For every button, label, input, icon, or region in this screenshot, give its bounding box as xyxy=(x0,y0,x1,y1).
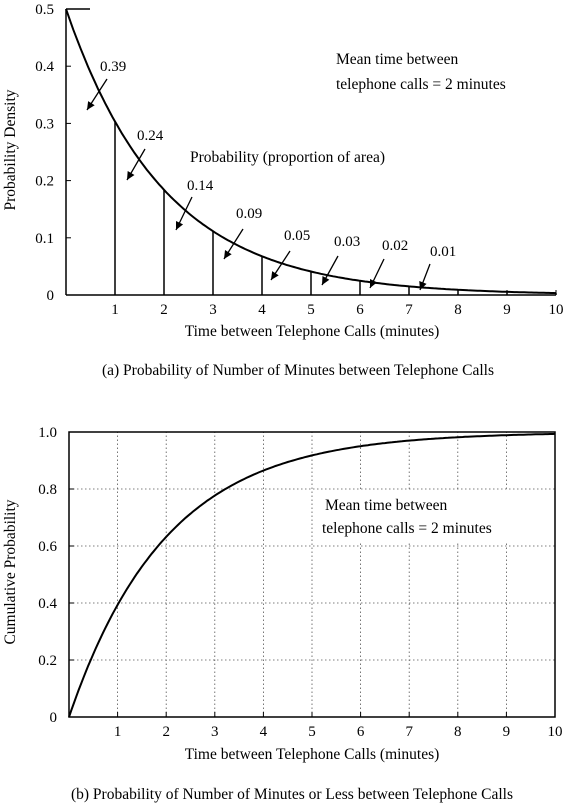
cumulative-curve xyxy=(68,432,556,718)
arrow-head xyxy=(176,221,184,230)
density-y-tick-label: 0 xyxy=(47,288,55,304)
arrow-head xyxy=(369,279,378,288)
density-x-tick-label: 8 xyxy=(454,302,462,318)
cumulative-y-axis-label: Cumulative Probability xyxy=(2,499,19,644)
density-y-tick-label: 0.2 xyxy=(35,174,54,190)
cumulative-x-tick-label: 3 xyxy=(211,724,219,740)
cumulative-plot-frame xyxy=(68,431,556,718)
density-mean-note-line1: Mean time between xyxy=(336,51,458,68)
density-curve xyxy=(65,8,557,295)
density-x-tick-label: 4 xyxy=(258,302,266,318)
arrow-head xyxy=(224,250,232,259)
cumulative-x-tick-label: 4 xyxy=(260,724,268,740)
cumulative-axes xyxy=(68,431,556,718)
cumulative-note-background xyxy=(318,490,540,542)
cumulative-y-tick-label: 0.8 xyxy=(38,482,57,498)
interval-probability-label: 0.01 xyxy=(430,244,456,260)
cumulative-chart: 1 2 3 4 5 6 7 8 9 10 0 0.2 0.4 0.6 0.8 1.0 Mean time be… xyxy=(2,425,563,803)
interval-probability-labels: 0.39 0.24 0.14 0.09 0.05 0.03 0.02 0.01 xyxy=(86,59,456,291)
density-y-tick-label: 0.5 xyxy=(35,2,54,18)
cumulative-y-tick-label: 0.4 xyxy=(38,596,57,612)
interval-probability-label: 0.09 xyxy=(236,206,262,222)
density-x-tick-label: 9 xyxy=(503,302,511,318)
interval-probability-label: 0.03 xyxy=(334,234,360,250)
cumulative-x-axis-label: Time between Telephone Calls (minutes) xyxy=(185,746,440,763)
cumulative-grid xyxy=(69,432,555,717)
density-chart: 1 2 3 4 5 6 7 8 9 10 0 0.1 0.2 0.3 0.4 0.5 0.39 0.24 0.14… xyxy=(2,2,564,379)
cumulative-x-tick-label: 1 xyxy=(114,724,122,740)
density-x-axis-label: Time between Telephone Calls (minutes) xyxy=(185,323,440,340)
density-y-axis-label: Probability Density xyxy=(2,89,19,210)
cumulative-y-tick-label: 1.0 xyxy=(38,425,57,441)
interval-probability-label: 0.02 xyxy=(382,238,408,254)
cumulative-x-tick-label: 5 xyxy=(308,724,316,740)
density-x-tick-label: 10 xyxy=(549,302,564,318)
arrow-head xyxy=(419,281,427,290)
density-caption: (a) Probability of Number of Minutes bet… xyxy=(102,362,494,379)
interval-probability-label: 0.14 xyxy=(187,178,214,194)
cumulative-x-tick-label: 8 xyxy=(454,724,462,740)
cumulative-x-tick-label: 9 xyxy=(503,724,511,740)
cumulative-y-tick-label: 0 xyxy=(50,710,58,726)
density-y-tick-label: 0.1 xyxy=(35,231,54,247)
interval-probability-label: 0.39 xyxy=(100,59,126,75)
density-x-tick-label: 7 xyxy=(405,302,413,318)
density-x-tick-label: 1 xyxy=(111,302,119,318)
cumulative-x-tick-label: 10 xyxy=(548,724,563,740)
cumulative-caption: (b) Probability of Number of Minutes or … xyxy=(71,786,513,803)
density-x-tick-label: 3 xyxy=(209,302,217,318)
density-y-tick-label: 0.4 xyxy=(35,59,54,75)
cumulative-x-tick-label: 7 xyxy=(405,724,413,740)
interval-probability-label: 0.24 xyxy=(137,128,164,144)
arrow-head xyxy=(271,271,279,280)
density-mean-note-line2: telephone calls = 2 minutes xyxy=(336,76,506,93)
density-x-tick-label: 5 xyxy=(307,302,315,318)
cumulative-y-tick-label: 0.2 xyxy=(38,653,57,669)
arrow-head xyxy=(87,101,95,110)
density-x-tick-label: 6 xyxy=(356,302,364,318)
cumulative-mean-note-line2: telephone calls = 2 minutes xyxy=(322,520,492,537)
interval-probability-label: 0.05 xyxy=(284,228,310,244)
cumulative-mean-note-line1: Mean time between xyxy=(325,497,447,514)
arrow-head xyxy=(322,276,330,285)
cumulative-x-tick-label: 6 xyxy=(357,724,365,740)
cumulative-y-tick-label: 0.6 xyxy=(38,539,57,555)
density-y-tick-label: 0.3 xyxy=(35,116,54,132)
density-area-note: Probability (proportion of area) xyxy=(190,149,385,166)
cumulative-x-tick-label: 2 xyxy=(162,724,170,740)
arrow-head xyxy=(127,171,135,180)
interval-boundaries xyxy=(114,121,557,295)
density-x-tick-label: 2 xyxy=(160,302,168,318)
